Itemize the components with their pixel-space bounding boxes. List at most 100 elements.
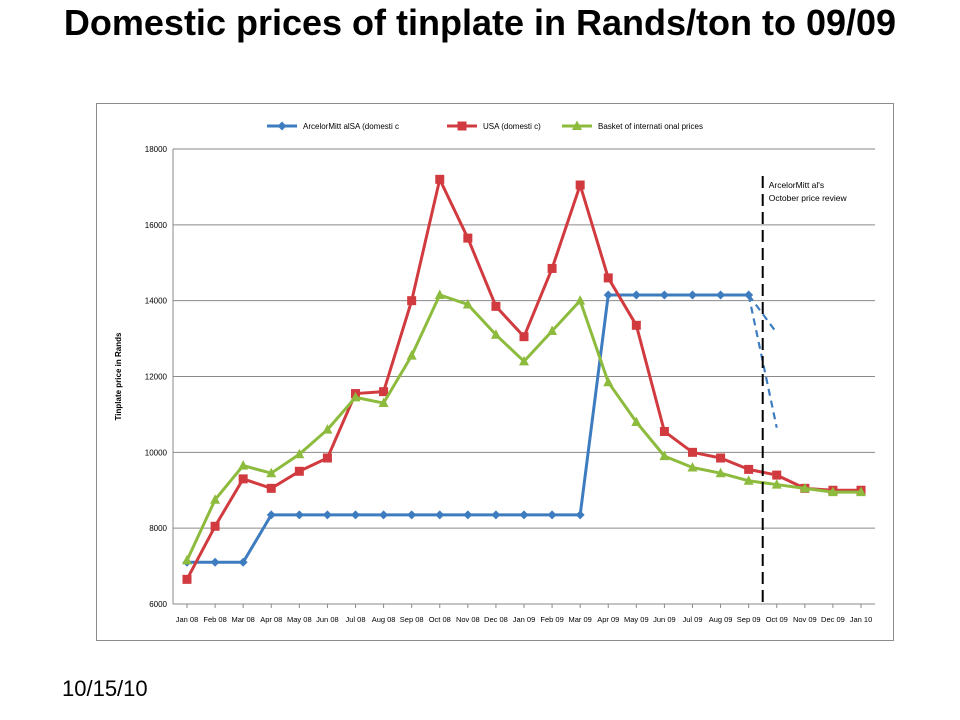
y-tick-label: 6000 xyxy=(149,600,167,609)
data-point-square xyxy=(182,574,192,584)
data-point-square xyxy=(547,263,557,273)
data-point-diamond xyxy=(210,557,220,567)
data-point-triangle xyxy=(631,416,642,426)
x-tick-label: Sep 08 xyxy=(400,615,424,624)
data-point-triangle xyxy=(434,289,445,299)
data-point-triangle xyxy=(603,376,614,387)
data-point-triangle xyxy=(462,298,473,309)
data-point-diamond xyxy=(266,510,276,520)
data-point-triangle xyxy=(856,486,866,497)
data-point-square xyxy=(210,521,220,531)
data-point-square xyxy=(238,474,248,484)
data-point-square xyxy=(463,233,473,243)
x-tick-label: Jul 09 xyxy=(682,615,702,624)
data-point-triangle xyxy=(799,482,810,493)
data-point-diamond xyxy=(744,290,754,300)
data-point-triangle xyxy=(572,120,582,130)
data-point-triangle xyxy=(827,486,838,497)
data-point-triangle xyxy=(322,424,333,434)
data-point-triangle xyxy=(743,475,754,485)
data-point-square xyxy=(716,453,726,463)
data-point-square xyxy=(457,121,467,131)
price-line-chart: 6000 8000 10000 12000 14000 16000 18000 Jan 08 F… xyxy=(114,120,875,624)
data-point-diamond xyxy=(716,290,726,300)
x-tick-label: Jan 09 xyxy=(513,615,536,624)
data-point-triangle xyxy=(547,325,558,335)
annotation-text: October price review xyxy=(769,193,848,203)
y-tick-label: 10000 xyxy=(145,448,168,457)
x-tick-label: Feb 08 xyxy=(203,615,226,624)
y-axis-label: Tinplate price in Rands xyxy=(114,332,123,420)
y-tick-label: 16000 xyxy=(145,221,168,230)
data-point-diamond xyxy=(575,510,585,520)
x-tick-label: May 09 xyxy=(624,615,649,624)
data-point-diamond xyxy=(603,290,613,300)
x-tick-label: Mar 09 xyxy=(568,615,591,624)
data-point-triangle xyxy=(182,554,192,565)
chart-frame: 6000 8000 10000 12000 14000 16000 18000 Jan 08 F… xyxy=(96,103,894,641)
data-point-diamond xyxy=(491,510,501,520)
data-point-square xyxy=(603,273,613,283)
x-tick-label: Feb 09 xyxy=(540,615,563,624)
y-tick-label: 14000 xyxy=(145,297,168,306)
projection-line xyxy=(747,294,778,428)
data-point-triangle xyxy=(266,467,277,478)
data-point-triangle xyxy=(406,350,417,360)
x-tick-label: Jul 08 xyxy=(345,615,365,624)
x-tick-label: Apr 08 xyxy=(260,615,282,624)
data-point-diamond xyxy=(547,510,557,520)
data-point-square xyxy=(659,426,669,436)
data-point-triangle xyxy=(490,329,501,339)
x-tick-label: Aug 08 xyxy=(372,615,396,624)
data-point-diamond xyxy=(463,510,473,520)
data-point-diamond xyxy=(407,510,417,520)
data-point-square xyxy=(631,320,641,330)
x-tick-label: Nov 09 xyxy=(793,615,817,624)
x-tick-label: Jan 10 xyxy=(850,615,873,624)
data-point-square xyxy=(379,387,389,397)
data-point-diamond xyxy=(688,290,697,300)
data-point-triangle xyxy=(294,448,305,459)
projection-line xyxy=(747,294,778,334)
data-point-triangle xyxy=(771,479,782,489)
y-tick-label: 18000 xyxy=(145,145,168,154)
data-point-square xyxy=(744,464,754,474)
data-point-square xyxy=(575,180,585,190)
legend-label: USA (domesti c) xyxy=(483,122,541,131)
data-point-diamond xyxy=(238,557,248,567)
data-point-diamond xyxy=(435,510,445,520)
data-point-triangle xyxy=(350,391,361,402)
data-point-square xyxy=(294,466,304,476)
y-tick-label: 12000 xyxy=(145,373,168,382)
data-point-square xyxy=(407,296,417,306)
x-tick-label: Jun 08 xyxy=(316,615,339,624)
data-point-square xyxy=(519,332,529,342)
y-tick-label: 8000 xyxy=(149,524,167,533)
data-point-diamond xyxy=(322,510,332,520)
data-point-square xyxy=(688,447,697,457)
x-tick-label: Apr 09 xyxy=(597,615,619,624)
x-tick-label: Oct 08 xyxy=(429,615,451,624)
data-point-square xyxy=(772,470,782,480)
annotation-text: ArcelorMitt al's xyxy=(769,180,824,190)
data-point-triangle xyxy=(687,462,698,472)
x-tick-label: Sep 09 xyxy=(737,615,761,624)
data-point-triangle xyxy=(575,295,586,305)
data-point-square xyxy=(435,174,445,184)
data-point-diamond xyxy=(277,121,287,131)
data-point-diamond xyxy=(351,510,360,520)
data-point-diamond xyxy=(659,290,669,300)
data-point-triangle xyxy=(210,494,221,504)
x-tick-label: Jun 09 xyxy=(653,615,676,624)
x-tick-label: Oct 09 xyxy=(766,615,788,624)
x-tick-label: May 08 xyxy=(287,615,312,624)
data-point-triangle xyxy=(519,355,529,366)
legend-label: ArcelorMitt alSA (domesti c xyxy=(303,122,399,131)
data-point-diamond xyxy=(294,510,304,520)
legend-label: Basket of internati onal prices xyxy=(598,122,703,131)
data-point-triangle xyxy=(378,397,389,408)
x-tick-label: Jan 08 xyxy=(176,615,199,624)
data-point-square xyxy=(491,301,501,311)
x-tick-label: Aug 09 xyxy=(709,615,733,624)
footer-date: 10/15/10 xyxy=(62,676,148,701)
